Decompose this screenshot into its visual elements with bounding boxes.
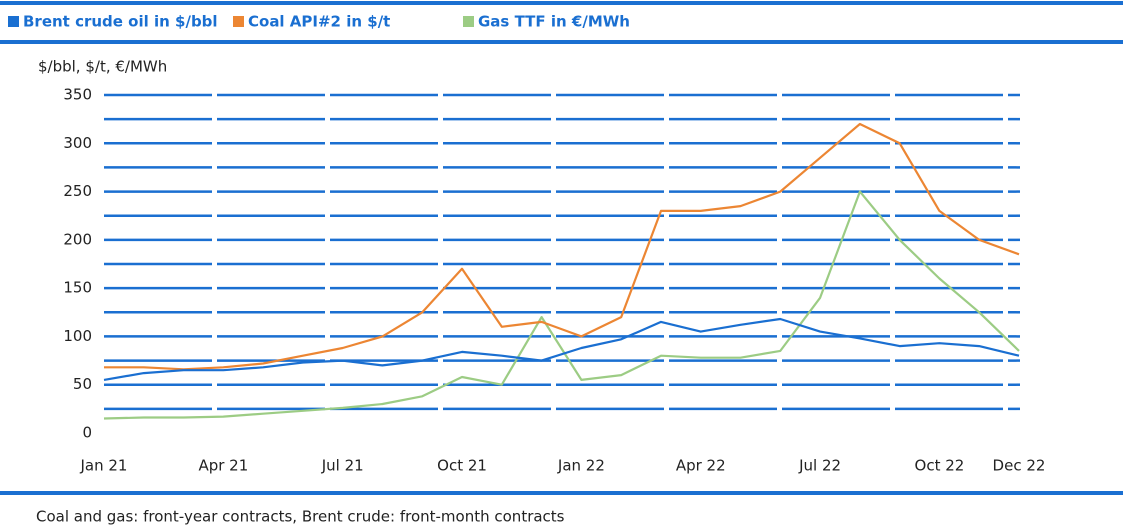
x-tick-label: Jul 22	[798, 457, 841, 475]
y-axis-label: $/bbl, $/t, €/MWh	[38, 58, 167, 76]
x-tick-label: Dec 22	[993, 457, 1046, 475]
x-tick-label: Oct 21	[437, 457, 487, 475]
legend-swatch	[463, 16, 474, 27]
footnote: Coal and gas: front-year contracts, Bren…	[36, 508, 565, 526]
series-line	[103, 317, 1020, 381]
legend-label: Gas TTF in €/MWh	[478, 13, 630, 31]
x-tick-label: Jan 22	[557, 457, 605, 475]
x-tick-label: Oct 22	[915, 457, 965, 475]
legend-rule	[0, 40, 1123, 44]
legend-label: Brent crude oil in $/bbl	[23, 13, 218, 31]
top-rule	[0, 1, 1123, 5]
y-tick-label: 150	[63, 279, 92, 297]
legend-swatch	[233, 16, 244, 27]
x-tick-label: Apr 22	[676, 457, 726, 475]
legend-label: Coal API#2 in $/t	[248, 13, 390, 31]
x-tick-label: Apr 21	[198, 457, 248, 475]
x-tick-label: Jul 21	[321, 457, 364, 475]
y-tick-label: 200	[63, 230, 92, 248]
y-tick-label: 300	[63, 134, 92, 152]
y-tick-label: 250	[63, 182, 92, 200]
y-tick-label: 100	[63, 327, 92, 345]
y-tick-label: 0	[82, 424, 92, 442]
x-tick-label: Jan 21	[80, 457, 128, 475]
bottom-rule	[0, 491, 1123, 495]
series-line	[103, 190, 1020, 420]
y-tick-label: 50	[73, 375, 92, 393]
legend-swatch	[8, 16, 19, 27]
y-tick-label: 350	[63, 86, 92, 104]
series-line	[104, 122, 1020, 371]
